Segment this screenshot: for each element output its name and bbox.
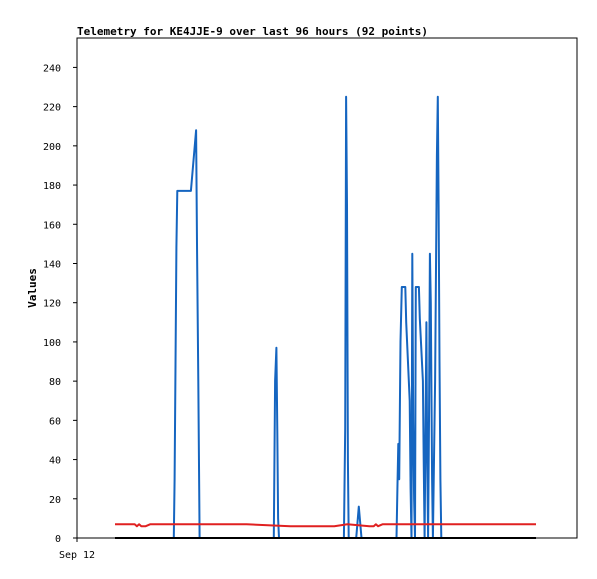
- x-tick-label: Sep 12: [59, 550, 95, 561]
- y-tick-label: 220: [43, 103, 61, 114]
- y-tick-label: 200: [43, 142, 61, 153]
- y-tick-label: 120: [43, 299, 61, 310]
- series-line-2: [115, 523, 536, 528]
- series-layer: [115, 95, 536, 539]
- y-tick-label: 40: [49, 456, 61, 467]
- y-tick-label: 80: [49, 377, 61, 388]
- chart-title: Telemetry for KE4JJE-9 over last 96 hour…: [77, 25, 428, 38]
- plot-area: [76, 37, 578, 539]
- y-tick-label: 0: [55, 534, 61, 545]
- y-tick-label: 180: [43, 181, 61, 192]
- y-tick-label: 20: [49, 495, 61, 506]
- y-tick-label: 240: [43, 63, 61, 74]
- y-tick-label: 140: [43, 259, 61, 270]
- y-tick-label: 160: [43, 220, 61, 231]
- y-tick-label: 100: [43, 338, 61, 349]
- x-axis-ticks: Sep 12: [59, 538, 95, 561]
- y-axis-label: Values: [26, 268, 39, 308]
- y-axis-ticks: 0 20 40 60 80 100 120 140 160 180 200 220 240: [43, 63, 77, 545]
- y-tick-label: 60: [49, 416, 61, 427]
- series-line-1: [115, 95, 536, 539]
